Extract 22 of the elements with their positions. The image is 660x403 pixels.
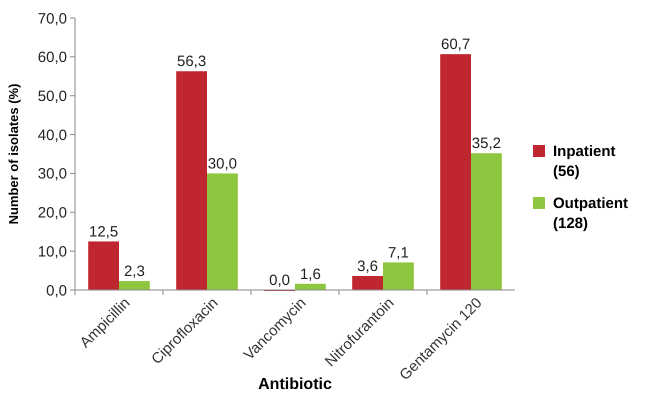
y-tick-label: 40,0 [38,126,67,144]
legend-label: Outpatient (128) [553,195,628,232]
data-label: 2,3 [124,263,145,280]
data-label: 30,0 [208,155,237,172]
data-label: 7,1 [388,244,409,262]
data-label: 35,2 [472,135,501,152]
legend-label: Inpatient (56) [553,143,616,180]
y-tick-label: 10,0 [38,243,67,260]
y-tick-label: 20,0 [38,204,67,222]
data-label: 56,3 [177,53,206,70]
y-tick-label: 0,0 [46,282,67,300]
data-label: 1,6 [300,266,321,283]
y-axis-title: Number of isolates (%) [6,84,21,224]
data-label: 3,6 [357,258,378,276]
y-tick-label: 50,0 [38,88,67,105]
data-label: 0,0 [269,272,290,289]
data-label: 60,7 [441,36,470,54]
data-label: 12,5 [89,223,118,240]
y-tick-label: 60,0 [38,49,67,66]
y-tick-label: 30,0 [38,166,67,183]
x-axis-title: Antibiotic [258,376,332,393]
y-tick-label: 70,0 [38,10,67,28]
